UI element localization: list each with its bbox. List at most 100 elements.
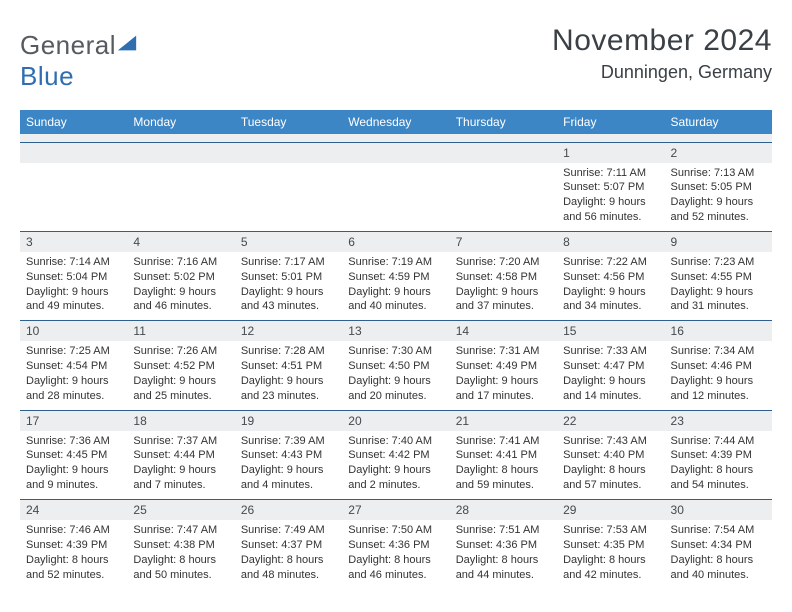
day-number: 3 — [20, 232, 127, 252]
empty-day-number — [342, 143, 449, 163]
weekday-header: Thursday — [450, 110, 557, 134]
day-cell: 29Sunrise: 7:53 AMSunset: 4:35 PMDayligh… — [557, 500, 664, 589]
day-number: 10 — [20, 321, 127, 341]
logo-word-2: Blue — [20, 61, 74, 91]
day-cell: 28Sunrise: 7:51 AMSunset: 4:36 PMDayligh… — [450, 500, 557, 589]
day-body: Sunrise: 7:36 AMSunset: 4:45 PMDaylight:… — [20, 431, 127, 499]
day-cell: 1Sunrise: 7:11 AMSunset: 5:07 PMDaylight… — [557, 142, 664, 231]
empty-day-number — [20, 143, 127, 163]
day-body: Sunrise: 7:17 AMSunset: 5:01 PMDaylight:… — [235, 252, 342, 320]
day-number: 9 — [665, 232, 772, 252]
day-cell: 26Sunrise: 7:49 AMSunset: 4:37 PMDayligh… — [235, 500, 342, 589]
day-number: 27 — [342, 500, 449, 520]
day-number: 26 — [235, 500, 342, 520]
day-body: Sunrise: 7:13 AMSunset: 5:05 PMDaylight:… — [665, 163, 772, 231]
day-body: Sunrise: 7:40 AMSunset: 4:42 PMDaylight:… — [342, 431, 449, 499]
day-cell: 8Sunrise: 7:22 AMSunset: 4:56 PMDaylight… — [557, 231, 664, 320]
week-row: 17Sunrise: 7:36 AMSunset: 4:45 PMDayligh… — [20, 410, 772, 499]
empty-day-number — [450, 143, 557, 163]
day-number: 30 — [665, 500, 772, 520]
day-cell: 24Sunrise: 7:46 AMSunset: 4:39 PMDayligh… — [20, 500, 127, 589]
week-row: 10Sunrise: 7:25 AMSunset: 4:54 PMDayligh… — [20, 321, 772, 410]
day-cell: 16Sunrise: 7:34 AMSunset: 4:46 PMDayligh… — [665, 321, 772, 410]
empty-day-number — [127, 143, 234, 163]
day-cell: 5Sunrise: 7:17 AMSunset: 5:01 PMDaylight… — [235, 231, 342, 320]
day-cell: 21Sunrise: 7:41 AMSunset: 4:41 PMDayligh… — [450, 410, 557, 499]
week-row: 24Sunrise: 7:46 AMSunset: 4:39 PMDayligh… — [20, 500, 772, 589]
day-body: Sunrise: 7:50 AMSunset: 4:36 PMDaylight:… — [342, 520, 449, 588]
header: General Blue November 2024 Dunningen, Ge… — [20, 24, 772, 92]
day-cell: 3Sunrise: 7:14 AMSunset: 5:04 PMDaylight… — [20, 231, 127, 320]
day-cell: 11Sunrise: 7:26 AMSunset: 4:52 PMDayligh… — [127, 321, 234, 410]
day-cell: 25Sunrise: 7:47 AMSunset: 4:38 PMDayligh… — [127, 500, 234, 589]
day-number: 20 — [342, 411, 449, 431]
day-number: 4 — [127, 232, 234, 252]
month-title: November 2024 — [552, 24, 772, 58]
weekday-header: Tuesday — [235, 110, 342, 134]
day-body: Sunrise: 7:14 AMSunset: 5:04 PMDaylight:… — [20, 252, 127, 320]
day-number: 11 — [127, 321, 234, 341]
day-cell: 4Sunrise: 7:16 AMSunset: 5:02 PMDaylight… — [127, 231, 234, 320]
logo-word-1: General — [20, 30, 116, 60]
day-cell — [342, 142, 449, 231]
day-cell: 7Sunrise: 7:20 AMSunset: 4:58 PMDaylight… — [450, 231, 557, 320]
day-body: Sunrise: 7:39 AMSunset: 4:43 PMDaylight:… — [235, 431, 342, 499]
weekday-header: Monday — [127, 110, 234, 134]
day-number: 5 — [235, 232, 342, 252]
title-block: November 2024 Dunningen, Germany — [552, 24, 772, 83]
day-cell — [450, 142, 557, 231]
weekday-header: Wednesday — [342, 110, 449, 134]
day-body: Sunrise: 7:23 AMSunset: 4:55 PMDaylight:… — [665, 252, 772, 320]
day-body: Sunrise: 7:54 AMSunset: 4:34 PMDaylight:… — [665, 520, 772, 588]
day-body: Sunrise: 7:41 AMSunset: 4:41 PMDaylight:… — [450, 431, 557, 499]
spacer-row — [20, 134, 772, 142]
day-cell: 13Sunrise: 7:30 AMSunset: 4:50 PMDayligh… — [342, 321, 449, 410]
day-body: Sunrise: 7:11 AMSunset: 5:07 PMDaylight:… — [557, 163, 664, 231]
day-number: 6 — [342, 232, 449, 252]
week-row: 1Sunrise: 7:11 AMSunset: 5:07 PMDaylight… — [20, 142, 772, 231]
day-body: Sunrise: 7:51 AMSunset: 4:36 PMDaylight:… — [450, 520, 557, 588]
day-body: Sunrise: 7:46 AMSunset: 4:39 PMDaylight:… — [20, 520, 127, 588]
day-body: Sunrise: 7:33 AMSunset: 4:47 PMDaylight:… — [557, 341, 664, 409]
day-number: 7 — [450, 232, 557, 252]
day-cell: 14Sunrise: 7:31 AMSunset: 4:49 PMDayligh… — [450, 321, 557, 410]
day-number: 15 — [557, 321, 664, 341]
day-number: 17 — [20, 411, 127, 431]
day-cell: 19Sunrise: 7:39 AMSunset: 4:43 PMDayligh… — [235, 410, 342, 499]
day-number: 22 — [557, 411, 664, 431]
day-cell: 30Sunrise: 7:54 AMSunset: 4:34 PMDayligh… — [665, 500, 772, 589]
day-cell — [127, 142, 234, 231]
day-body: Sunrise: 7:26 AMSunset: 4:52 PMDaylight:… — [127, 341, 234, 409]
day-cell: 9Sunrise: 7:23 AMSunset: 4:55 PMDaylight… — [665, 231, 772, 320]
day-body: Sunrise: 7:31 AMSunset: 4:49 PMDaylight:… — [450, 341, 557, 409]
day-cell: 22Sunrise: 7:43 AMSunset: 4:40 PMDayligh… — [557, 410, 664, 499]
week-row: 3Sunrise: 7:14 AMSunset: 5:04 PMDaylight… — [20, 231, 772, 320]
day-number: 2 — [665, 143, 772, 163]
day-cell: 10Sunrise: 7:25 AMSunset: 4:54 PMDayligh… — [20, 321, 127, 410]
weekday-header: Friday — [557, 110, 664, 134]
day-cell: 12Sunrise: 7:28 AMSunset: 4:51 PMDayligh… — [235, 321, 342, 410]
day-body: Sunrise: 7:37 AMSunset: 4:44 PMDaylight:… — [127, 431, 234, 499]
day-cell: 27Sunrise: 7:50 AMSunset: 4:36 PMDayligh… — [342, 500, 449, 589]
day-number: 25 — [127, 500, 234, 520]
day-cell: 17Sunrise: 7:36 AMSunset: 4:45 PMDayligh… — [20, 410, 127, 499]
day-number: 8 — [557, 232, 664, 252]
day-number: 21 — [450, 411, 557, 431]
weekday-header-row: SundayMondayTuesdayWednesdayThursdayFrid… — [20, 110, 772, 134]
day-body: Sunrise: 7:43 AMSunset: 4:40 PMDaylight:… — [557, 431, 664, 499]
day-body: Sunrise: 7:19 AMSunset: 4:59 PMDaylight:… — [342, 252, 449, 320]
day-number: 23 — [665, 411, 772, 431]
logo: General Blue — [20, 24, 138, 92]
day-body: Sunrise: 7:22 AMSunset: 4:56 PMDaylight:… — [557, 252, 664, 320]
day-body: Sunrise: 7:28 AMSunset: 4:51 PMDaylight:… — [235, 341, 342, 409]
empty-day-number — [235, 143, 342, 163]
day-number: 14 — [450, 321, 557, 341]
day-body: Sunrise: 7:16 AMSunset: 5:02 PMDaylight:… — [127, 252, 234, 320]
day-body: Sunrise: 7:47 AMSunset: 4:38 PMDaylight:… — [127, 520, 234, 588]
day-number: 19 — [235, 411, 342, 431]
location: Dunningen, Germany — [552, 62, 772, 83]
day-cell: 2Sunrise: 7:13 AMSunset: 5:05 PMDaylight… — [665, 142, 772, 231]
day-number: 13 — [342, 321, 449, 341]
day-cell: 15Sunrise: 7:33 AMSunset: 4:47 PMDayligh… — [557, 321, 664, 410]
day-cell: 23Sunrise: 7:44 AMSunset: 4:39 PMDayligh… — [665, 410, 772, 499]
